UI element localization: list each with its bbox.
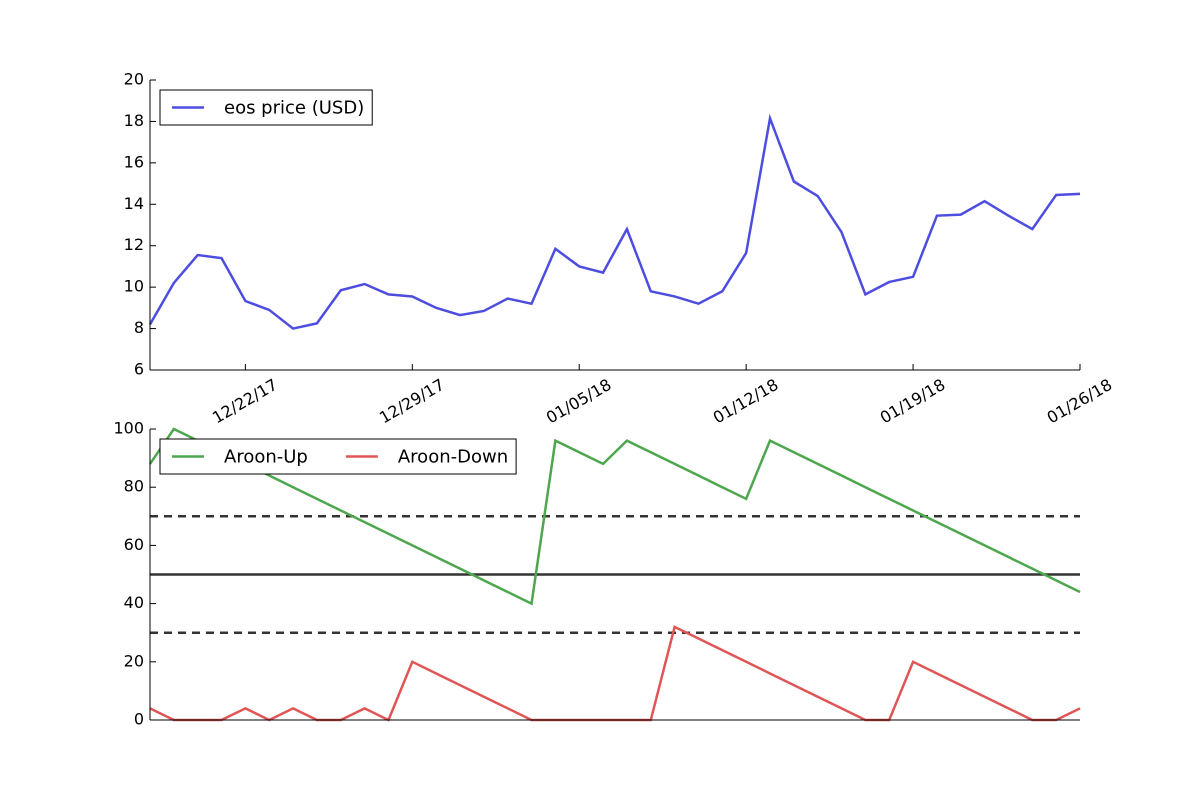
legend-label: Aroon-Down — [398, 447, 508, 468]
y-tick-label: 80 — [124, 477, 144, 496]
legend-label: Aroon-Up — [224, 447, 308, 468]
y-tick-label: 20 — [124, 651, 144, 670]
y-tick-label: 10 — [124, 277, 144, 296]
y-tick-label: 60 — [124, 535, 144, 554]
x-tick-label: 12/22/17 — [209, 375, 281, 427]
y-tick-label: 8 — [134, 318, 144, 337]
x-tick-label: 01/05/18 — [543, 375, 615, 427]
x-tick-label: 01/19/18 — [877, 375, 949, 427]
y-tick-label: 12 — [124, 235, 144, 254]
x-tick-label: 12/29/17 — [376, 375, 448, 427]
y-tick-label: 14 — [124, 194, 144, 213]
y-tick-label: 18 — [124, 111, 144, 130]
x-tick-label: 01/12/18 — [710, 375, 782, 427]
y-tick-label: 16 — [124, 152, 144, 171]
data-line — [148, 427, 1081, 606]
y-tick-label: 100 — [113, 419, 144, 438]
y-tick-label: 40 — [124, 593, 144, 612]
x-tick-label: 01/26/18 — [1044, 375, 1116, 427]
legend: Aroon-Up Aroon-Down — [159, 438, 517, 475]
y-tick-label: 0 — [134, 710, 144, 729]
y-tick-label: 6 — [134, 360, 144, 379]
data-line — [148, 113, 1081, 330]
legend-box — [159, 438, 517, 475]
data-line — [149, 625, 1081, 722]
y-tick-label: 20 — [124, 70, 144, 89]
legend: eos price (USD) — [159, 89, 373, 126]
legend-label: eos price (USD) — [224, 98, 364, 119]
